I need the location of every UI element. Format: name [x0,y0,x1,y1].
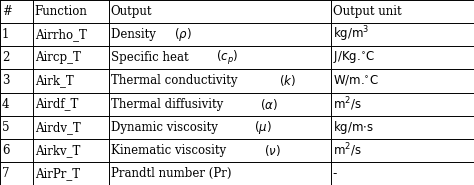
Text: Density: Density [111,28,159,41]
Text: Airdf_T: Airdf_T [35,97,78,111]
Text: Airrho_T: Airrho_T [35,28,87,41]
Text: Aircp_T: Aircp_T [35,51,81,64]
Text: Output: Output [111,5,152,18]
Text: Output unit: Output unit [333,5,401,18]
Text: Airdv_T: Airdv_T [35,121,81,134]
Text: -: - [333,167,337,180]
Text: 2: 2 [2,51,9,64]
Text: $(k)$: $(k)$ [279,73,296,88]
Text: #: # [2,5,12,18]
Text: $\mathit{(\rho)}$: $\mathit{(\rho)}$ [173,26,191,43]
Text: J/Kg.$^{\circ}$C: J/Kg.$^{\circ}$C [333,50,375,66]
Text: 1: 1 [2,28,9,41]
Text: kg/m$\cdot$s: kg/m$\cdot$s [333,119,374,136]
Text: Airk_T: Airk_T [35,74,73,88]
Text: W/m.$^{\circ}$C: W/m.$^{\circ}$C [333,74,379,88]
Text: m$^2$/s: m$^2$/s [333,95,361,113]
Text: $(\alpha)$: $(\alpha)$ [261,97,278,112]
Text: Airkv_T: Airkv_T [35,144,80,157]
Text: AirPr_T: AirPr_T [35,167,80,180]
Text: Specific heat: Specific heat [111,51,192,64]
Text: Kinematic viscosity: Kinematic viscosity [111,144,230,157]
Text: Dynamic viscosity: Dynamic viscosity [111,121,221,134]
Text: Thermal conductivity: Thermal conductivity [111,74,241,88]
Text: Thermal diffusivity: Thermal diffusivity [111,97,227,111]
Text: $(\nu)$: $(\nu)$ [264,143,281,158]
Text: 4: 4 [2,97,9,111]
Text: Prandtl number (Pr): Prandtl number (Pr) [111,167,231,180]
Text: kg/m$^3$: kg/m$^3$ [333,25,369,44]
Text: 5: 5 [2,121,9,134]
Text: 6: 6 [2,144,9,157]
Text: Function: Function [35,5,88,18]
Text: $(\mu)$: $(\mu)$ [254,119,271,136]
Text: m$^2$/s: m$^2$/s [333,142,361,159]
Text: 7: 7 [2,167,9,180]
Text: 3: 3 [2,74,9,88]
Text: $(c_p)$: $(c_p)$ [216,49,238,67]
